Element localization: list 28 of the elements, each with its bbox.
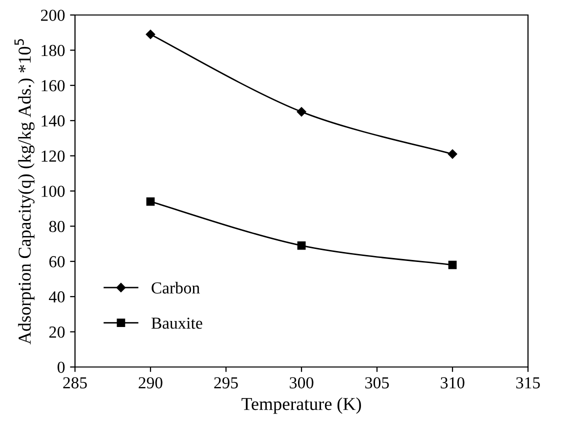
x-tick-label: 315: [516, 377, 540, 388]
y-tick-label: 180: [42, 44, 65, 56]
y-tick-label: 160: [42, 80, 65, 92]
y-tick-label: 60: [49, 256, 65, 268]
y-tick-label: 40: [48, 291, 65, 303]
y-tick-label: 100: [42, 186, 65, 197]
x-tick-label: 290: [138, 377, 162, 388]
y-tick-label: 120: [42, 150, 65, 162]
x-tick-label: 305: [365, 377, 389, 388]
y-tick-label: 140: [42, 115, 65, 127]
y-axis-title: Adsorption Capacity(q) (kg/kg Ads.) *10$^{5}$: [14, 39, 35, 344]
y-tick-label: 0: [58, 362, 65, 373]
legend-label: Carbon: [152, 282, 200, 294]
point: [146, 30, 156, 39]
point: [296, 107, 306, 116]
x-axis-title: Temperature (K): [242, 397, 361, 414]
x-tick-label: 300: [290, 377, 314, 388]
y-tick-label: 80: [49, 220, 65, 232]
y-tick-label: 20: [49, 326, 65, 338]
x-tick-label: 295: [214, 377, 238, 388]
point: [146, 197, 155, 206]
x-tick-label: 285: [63, 377, 87, 388]
point: [448, 149, 458, 159]
point: [448, 260, 457, 270]
y-tick-label: 200: [41, 10, 65, 21]
point: [297, 241, 306, 250]
x-tick-label: 310: [440, 377, 464, 388]
legend-label: Bauxite: [151, 318, 202, 329]
